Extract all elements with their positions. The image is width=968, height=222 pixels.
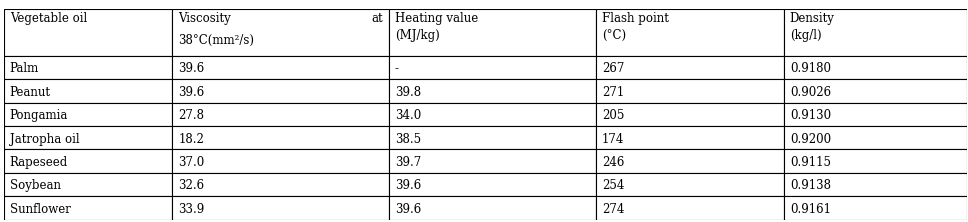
Text: Sunflower: Sunflower xyxy=(10,203,71,216)
Text: Pongamia: Pongamia xyxy=(10,109,68,122)
Bar xyxy=(784,126,967,149)
Bar xyxy=(4,196,172,220)
Bar xyxy=(784,196,967,220)
Bar xyxy=(596,173,784,196)
Text: 32.6: 32.6 xyxy=(178,179,204,192)
Bar xyxy=(389,103,596,126)
Text: 37.0: 37.0 xyxy=(178,156,204,169)
Text: 39.7: 39.7 xyxy=(395,156,421,169)
Bar xyxy=(172,56,389,79)
Bar xyxy=(389,196,596,220)
Bar xyxy=(172,149,389,173)
Bar xyxy=(172,103,389,126)
Text: 18.2: 18.2 xyxy=(178,133,204,146)
Bar xyxy=(172,196,389,220)
Text: 33.9: 33.9 xyxy=(178,203,204,216)
Text: 0.9130: 0.9130 xyxy=(790,109,831,122)
Bar xyxy=(4,9,172,56)
Bar xyxy=(389,173,596,196)
Bar xyxy=(784,149,967,173)
Text: 267: 267 xyxy=(602,62,624,75)
Text: 39.8: 39.8 xyxy=(395,86,421,99)
Text: 0.9026: 0.9026 xyxy=(790,86,831,99)
Text: Jatropha oil: Jatropha oil xyxy=(10,133,79,146)
Text: 0.9115: 0.9115 xyxy=(790,156,831,169)
Text: 254: 254 xyxy=(602,179,624,192)
Text: 38.5: 38.5 xyxy=(395,133,421,146)
Text: 246: 246 xyxy=(602,156,624,169)
Text: 0.9138: 0.9138 xyxy=(790,179,831,192)
Text: 0.9180: 0.9180 xyxy=(790,62,831,75)
Bar xyxy=(389,79,596,103)
Text: 39.6: 39.6 xyxy=(178,86,204,99)
Bar xyxy=(4,126,172,149)
Text: Rapeseed: Rapeseed xyxy=(10,156,68,169)
Text: 0.9200: 0.9200 xyxy=(790,133,831,146)
Text: 39.6: 39.6 xyxy=(395,203,421,216)
Bar xyxy=(4,56,172,79)
Text: Vegetable oil: Vegetable oil xyxy=(10,12,87,25)
Text: Soybean: Soybean xyxy=(10,179,61,192)
Bar xyxy=(172,9,389,56)
Text: 271: 271 xyxy=(602,86,624,99)
Bar xyxy=(389,56,596,79)
Text: 39.6: 39.6 xyxy=(395,179,421,192)
Bar xyxy=(389,9,596,56)
Bar xyxy=(784,79,967,103)
Bar xyxy=(596,56,784,79)
Bar xyxy=(172,79,389,103)
Bar xyxy=(596,9,784,56)
Text: 274: 274 xyxy=(602,203,624,216)
Bar xyxy=(784,173,967,196)
Bar xyxy=(596,103,784,126)
Text: Density
(kg/l): Density (kg/l) xyxy=(790,12,834,42)
Text: 38°C(mm²/s): 38°C(mm²/s) xyxy=(178,34,255,47)
Bar xyxy=(4,79,172,103)
Text: Flash point
(°C): Flash point (°C) xyxy=(602,12,669,42)
Bar xyxy=(4,103,172,126)
Bar xyxy=(784,56,967,79)
Bar xyxy=(784,9,967,56)
Text: 174: 174 xyxy=(602,133,624,146)
Bar xyxy=(172,173,389,196)
Text: Palm: Palm xyxy=(10,62,39,75)
Bar xyxy=(596,126,784,149)
Text: 27.8: 27.8 xyxy=(178,109,204,122)
Text: Peanut: Peanut xyxy=(10,86,50,99)
Bar xyxy=(596,79,784,103)
Bar xyxy=(4,149,172,173)
Text: 34.0: 34.0 xyxy=(395,109,421,122)
Text: 0.9161: 0.9161 xyxy=(790,203,831,216)
Text: Viscosity: Viscosity xyxy=(178,12,231,25)
Bar xyxy=(389,149,596,173)
Text: 39.6: 39.6 xyxy=(178,62,204,75)
Text: Heating value
(MJ/kg): Heating value (MJ/kg) xyxy=(395,12,478,42)
Bar xyxy=(172,126,389,149)
Text: 205: 205 xyxy=(602,109,624,122)
Bar xyxy=(784,103,967,126)
Bar xyxy=(389,126,596,149)
Bar xyxy=(4,173,172,196)
Bar xyxy=(596,149,784,173)
Text: at: at xyxy=(372,12,383,25)
Bar xyxy=(596,196,784,220)
Text: -: - xyxy=(395,62,399,75)
